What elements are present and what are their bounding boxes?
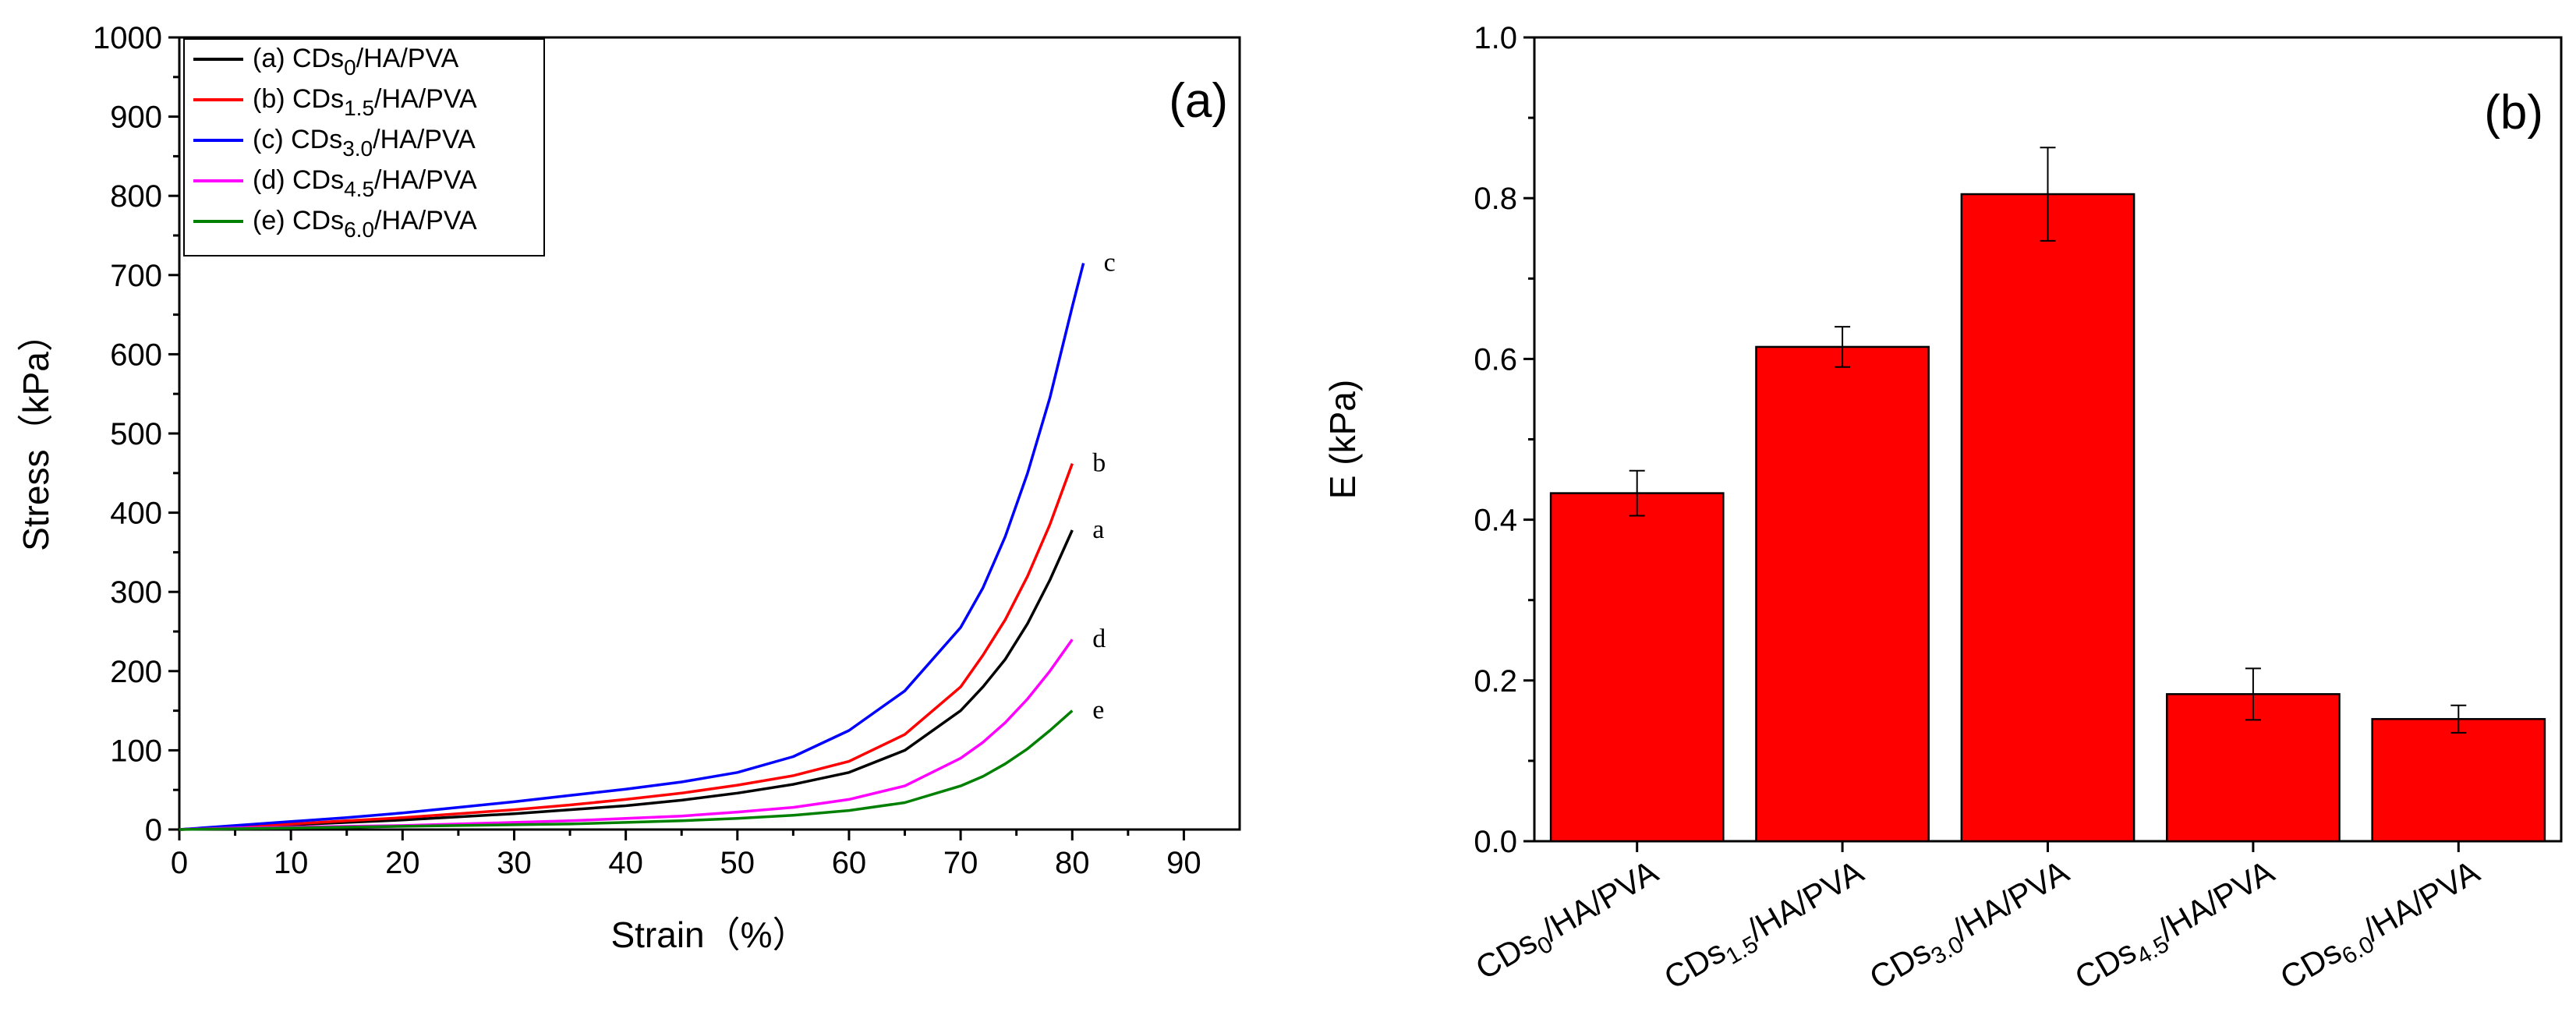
legend-entry-b: (b) CDs1.5/HA/PVA — [253, 84, 477, 120]
legend-entry-e-suffix: /HA/PVA — [374, 206, 477, 235]
panel-label-b: (b) — [2484, 86, 2543, 140]
category-label: CDs3.0/HA/PVA — [1863, 853, 2078, 1002]
category-label-prefix: CDs — [1470, 923, 1543, 987]
y-tick-label: 0.4 — [1474, 504, 1517, 538]
stress-strain-chart: 0 10 20 30 40 50 60 70 80 90010020030040050060070… — [16, 21, 1241, 955]
category-label-suffix: /HA/PVA — [1947, 853, 2075, 948]
legend-entry-a-suffix: /HA/PVA — [356, 44, 459, 73]
x-tick-label: 60 — [832, 846, 867, 880]
legend-entry-e: (e) CDs6.0/HA/PVA — [253, 206, 477, 242]
category-label-suffix: /HA/PVA — [2357, 853, 2485, 948]
category-label-prefix: CDs — [1863, 932, 1937, 996]
x-tick-label: 0 — [171, 846, 188, 880]
legend-entry-c: (c) CDs3.0/HA/PVA — [253, 125, 476, 161]
legend: (a) CDs0/HA/PVA(b) CDs1.5/HA/PVA(c) CDs3… — [183, 38, 545, 256]
legend-entry-e-subscript: 6.0 — [344, 218, 374, 242]
y-tick-label: 600 — [110, 338, 162, 372]
x-tick-label: 20 — [385, 846, 420, 880]
category-label: CDs4.5/HA/PVA — [2068, 853, 2283, 1002]
y-tick-label: 0 — [145, 813, 162, 847]
category-label: CDs6.0/HA/PVA — [2274, 853, 2489, 1002]
x-tick-label: 50 — [720, 846, 755, 880]
bar — [1755, 345, 1930, 843]
legend-entry-a-subscript: 0 — [344, 55, 356, 80]
x-tick-label: 10 — [274, 846, 309, 880]
series-line-b — [179, 462, 1074, 831]
x-tick-label: 30 — [497, 846, 532, 880]
legend-entry-e-prefix: (e) CDs — [253, 206, 344, 235]
category-label-suffix: /HA/PVA — [1536, 853, 1664, 948]
category-label-prefix: CDs — [2274, 932, 2348, 996]
y-axis-title: Stress（kPa） — [16, 316, 56, 551]
x-tick-label: 70 — [943, 846, 978, 880]
x-tick-label: 80 — [1055, 846, 1090, 880]
curve-end-label-b: b — [1092, 449, 1106, 478]
category-label-suffix: /HA/PVA — [1741, 853, 1869, 948]
category-label-prefix: CDs — [1658, 932, 1731, 996]
y-tick-label: 400 — [110, 497, 162, 531]
legend-entry-b-prefix: (b) CDs — [253, 84, 344, 114]
curve-end-label-d: d — [1092, 624, 1106, 653]
x-axis-title: Strain（%） — [610, 914, 808, 955]
y-tick-label: 500 — [110, 417, 162, 451]
curve-end-label-e: e — [1092, 696, 1104, 725]
legend-entry-d: (d) CDs4.5/HA/PVA — [253, 165, 477, 201]
y-axis-title: E (kPa) — [1322, 380, 1363, 499]
legend-entry-d-suffix: /HA/PVA — [374, 165, 477, 195]
series-line-d — [179, 639, 1074, 831]
y-tick-label: 0.2 — [1474, 664, 1517, 699]
x-tick-label: 90 — [1166, 846, 1201, 880]
bar — [1549, 492, 1725, 843]
y-tick-label: 1.0 — [1474, 21, 1517, 55]
legend-entry-a-prefix: (a) CDs — [253, 44, 344, 73]
series-line-a — [179, 529, 1074, 831]
bar — [1960, 193, 2135, 843]
y-tick-label: 1000 — [93, 21, 162, 55]
legend-entry-a: (a) CDs0/HA/PVA — [253, 44, 459, 80]
y-tick-label: 300 — [110, 575, 162, 610]
legend-entry-c-subscript: 3.0 — [342, 136, 373, 161]
legend-entry-c-prefix: (c) CDs — [253, 125, 342, 154]
category-label: CDs0/HA/PVA — [1470, 853, 1668, 992]
legend-entry-c-suffix: /HA/PVA — [373, 125, 476, 154]
series-line-c — [179, 263, 1085, 831]
legend-entry-d-subscript: 4.5 — [344, 177, 374, 201]
y-tick-label: 700 — [110, 259, 162, 293]
x-tick-label: 40 — [608, 846, 643, 880]
curve-end-label-a: a — [1092, 515, 1104, 544]
series-line-e — [179, 709, 1074, 831]
legend-box — [183, 38, 545, 256]
legend-entry-b-subscript: 1.5 — [344, 96, 374, 120]
category-label-prefix: CDs — [2068, 932, 2142, 996]
category-label-suffix: /HA/PVA — [2152, 853, 2280, 948]
curve-end-label-c: c — [1104, 249, 1116, 278]
y-tick-label: 900 — [110, 101, 162, 135]
bar — [2371, 718, 2546, 843]
legend-entry-d-prefix: (d) CDs — [253, 165, 344, 195]
panel-label-a: (a) — [1169, 74, 1228, 128]
y-tick-label: 100 — [110, 734, 162, 768]
y-tick-label: 200 — [110, 655, 162, 689]
y-tick-label: 0.6 — [1474, 342, 1517, 377]
modulus-bar-chart: 0.00.20.40.60.81.0E (kPa)(b)CDs0/HA/PVAC… — [1322, 21, 2563, 1002]
y-tick-label: 800 — [110, 179, 162, 214]
legend-entry-b-suffix: /HA/PVA — [374, 84, 477, 114]
y-tick-label: 0.8 — [1474, 182, 1517, 216]
category-label: CDs1.5/HA/PVA — [1658, 853, 1872, 1002]
y-tick-label: 0.0 — [1474, 825, 1517, 859]
